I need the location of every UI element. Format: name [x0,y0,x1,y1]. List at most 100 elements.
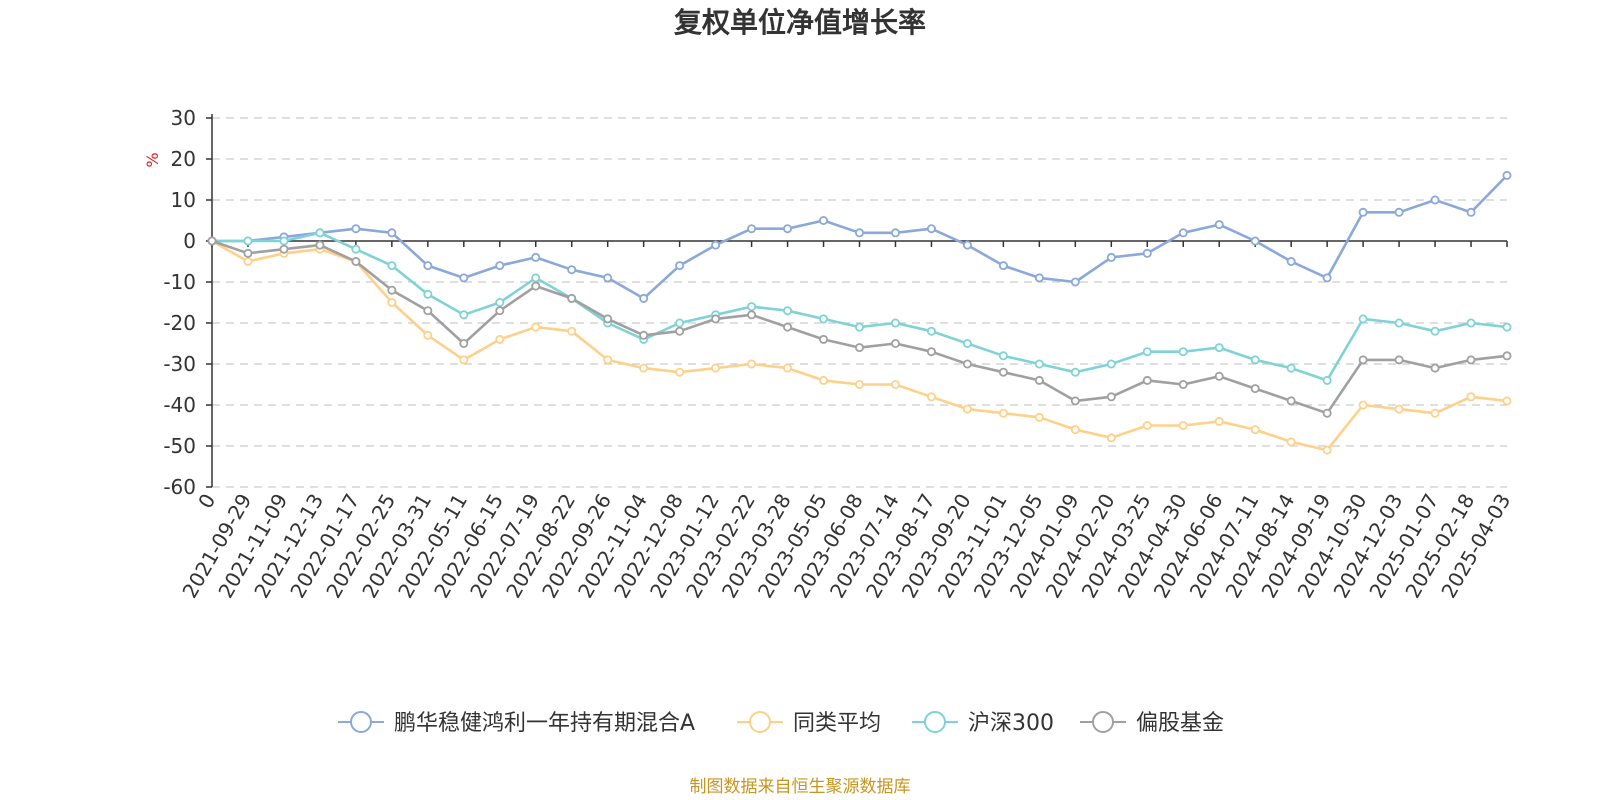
legend-item[interactable]: 鹏华稳健鸿利一年持有期混合A [338,711,695,736]
legend-circle-icon [749,711,771,733]
data-point [1502,351,1512,361]
series-lines [207,170,1512,455]
chart-title: 复权单位净值增长率 [674,6,926,39]
data-point [459,355,469,365]
data-point [711,240,721,250]
data-point [1502,396,1512,406]
data-point [1430,363,1440,373]
data-point [639,330,649,340]
data-point [603,314,613,324]
axes [206,114,1508,488]
data-point [1466,392,1476,402]
data-point [423,289,433,299]
y-tick-label: 10 [171,188,196,212]
data-point [890,379,900,389]
data-point [639,293,649,303]
y-tick-label: -30 [163,352,196,376]
legend-circle-icon [1092,711,1114,733]
legend-item[interactable]: 沪深300 [912,711,1054,736]
data-point [890,318,900,328]
data-point [1034,375,1044,385]
data-point [531,273,541,283]
data-point [1430,326,1440,336]
data-point [1358,314,1368,324]
x-tick-labels: 02021-09-292021-11-092021-12-132022-01-1… [177,489,1515,602]
y-tick-label: -50 [163,434,196,458]
data-point [1034,359,1044,369]
data-point [387,297,397,307]
data-point [387,285,397,295]
data-point [567,326,577,336]
data-point [675,318,685,328]
data-point [855,343,865,353]
data-point [998,351,1008,361]
data-point [603,355,613,365]
data-point [1322,375,1332,385]
data-point [675,367,685,377]
data-point [675,326,685,336]
data-point [1178,420,1188,430]
series-2 [207,228,1512,385]
data-point [495,261,505,271]
data-point [819,314,829,324]
data-point [1466,207,1476,217]
data-point [890,338,900,348]
data-point [783,363,793,373]
data-point [1430,408,1440,418]
data-point [1502,322,1512,332]
data-point [962,359,972,369]
data-point [1430,195,1440,205]
data-point [495,334,505,344]
data-point [351,256,361,266]
data-point [819,334,829,344]
data-point [747,224,757,234]
legend-label: 鹏华稳健鸿利一年持有期混合A [394,711,695,736]
data-point [1142,420,1152,430]
data-point [1178,379,1188,389]
data-point [1142,347,1152,357]
legend[interactable]: 鹏华稳健鸿利一年持有期混合A 同类平均 沪深300 偏股基金 [338,711,1224,736]
data-point [243,256,253,266]
data-point [279,244,289,254]
data-point [1394,207,1404,217]
data-point [459,338,469,348]
y-tick-label: -10 [163,270,196,294]
data-point [531,322,541,332]
data-point [1358,400,1368,410]
data-point [1214,416,1224,426]
data-point [1250,384,1260,394]
data-point [1214,371,1224,381]
data-point [1394,318,1404,328]
data-point [423,306,433,316]
data-point [1322,273,1332,283]
data-point [495,297,505,307]
data-point [855,322,865,332]
data-point [926,392,936,402]
y-tick-label: -40 [163,393,196,417]
data-point [1142,375,1152,385]
data-point [819,375,829,385]
data-point [855,228,865,238]
x-tick-label: 0 [193,490,220,513]
data-point [1394,355,1404,365]
legend-item[interactable]: 同类平均 [737,711,881,736]
data-point [387,228,397,238]
data-point [1286,256,1296,266]
series-line [212,231,1508,382]
y-axis-unit: % [143,152,162,167]
data-point [1502,170,1512,180]
data-point [783,224,793,234]
data-point [711,314,721,324]
data-point [998,408,1008,418]
data-point [1070,425,1080,435]
series-3 [207,236,1512,418]
data-point [1250,236,1260,246]
data-point [1358,355,1368,365]
grid-lines [212,117,1507,488]
data-point [603,273,613,283]
legend-item[interactable]: 偏股基金 [1080,711,1224,736]
data-point [998,261,1008,271]
data-point [747,359,757,369]
data-point [1070,277,1080,287]
